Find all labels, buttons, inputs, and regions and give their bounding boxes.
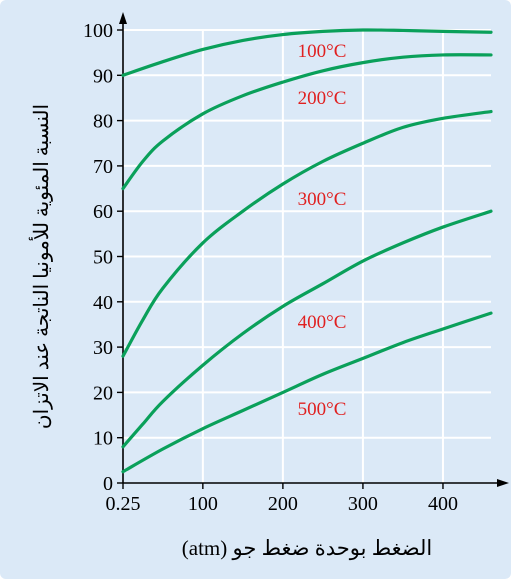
y-tick-label: 80 [93, 111, 113, 133]
series-label: 300°C [298, 189, 347, 210]
x-tick-label: 0.25 [106, 493, 141, 515]
y-tick-label: 60 [93, 201, 113, 223]
y-tick-label: 30 [93, 337, 113, 359]
x-tick-label: 100 [188, 493, 218, 515]
x-tick-label: 200 [268, 493, 298, 515]
series-label: 500°C [298, 399, 347, 420]
series-label: 400°C [298, 312, 347, 333]
x-axis-title: الضغط بوحدة ضغط جو (atm) [182, 536, 432, 561]
series-label: 100°C [298, 41, 347, 62]
y-tick-label: 10 [93, 428, 113, 450]
y-tick-label: 20 [93, 382, 113, 404]
x-tick-label: 300 [348, 493, 378, 515]
x-tick-label: 400 [428, 493, 458, 515]
y-tick-label: 100 [83, 20, 113, 42]
y-axis-title: النسبة المئوية للأمونيا الناتجة عند الات… [28, 104, 53, 429]
y-tick-label: 90 [93, 65, 113, 87]
y-tick-label: 40 [93, 292, 113, 314]
y-tick-label: 0 [103, 473, 113, 495]
series-label: 200°C [298, 88, 347, 109]
y-tick-label: 50 [93, 247, 113, 269]
y-tick-label: 70 [93, 156, 113, 178]
